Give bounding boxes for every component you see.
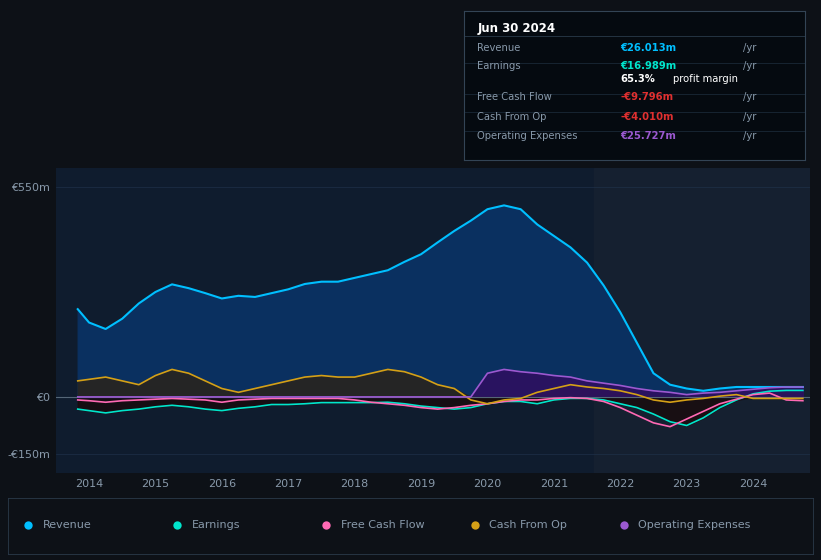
Text: -€4.010m: -€4.010m bbox=[621, 111, 674, 122]
Text: -€9.796m: -€9.796m bbox=[621, 92, 674, 102]
Text: Cash From Op: Cash From Op bbox=[489, 520, 567, 530]
Text: 65.3%: 65.3% bbox=[621, 74, 655, 85]
Text: €26.013m: €26.013m bbox=[621, 43, 677, 53]
Text: Revenue: Revenue bbox=[478, 43, 521, 53]
Text: /yr: /yr bbox=[743, 131, 757, 141]
Text: /yr: /yr bbox=[743, 92, 757, 102]
Text: Revenue: Revenue bbox=[43, 520, 92, 530]
Text: /yr: /yr bbox=[743, 111, 757, 122]
Text: Earnings: Earnings bbox=[478, 61, 521, 71]
Text: Jun 30 2024: Jun 30 2024 bbox=[478, 22, 556, 35]
Text: profit margin: profit margin bbox=[673, 74, 738, 85]
Text: /yr: /yr bbox=[743, 43, 757, 53]
Text: Operating Expenses: Operating Expenses bbox=[638, 520, 750, 530]
Text: Cash From Op: Cash From Op bbox=[478, 111, 547, 122]
Text: €25.727m: €25.727m bbox=[621, 131, 677, 141]
Bar bbox=[594, 168, 810, 473]
Text: Free Cash Flow: Free Cash Flow bbox=[478, 92, 553, 102]
Text: /yr: /yr bbox=[743, 61, 757, 71]
Text: Free Cash Flow: Free Cash Flow bbox=[341, 520, 424, 530]
Text: Operating Expenses: Operating Expenses bbox=[478, 131, 578, 141]
Text: Earnings: Earnings bbox=[191, 520, 241, 530]
Text: €16.989m: €16.989m bbox=[621, 61, 677, 71]
